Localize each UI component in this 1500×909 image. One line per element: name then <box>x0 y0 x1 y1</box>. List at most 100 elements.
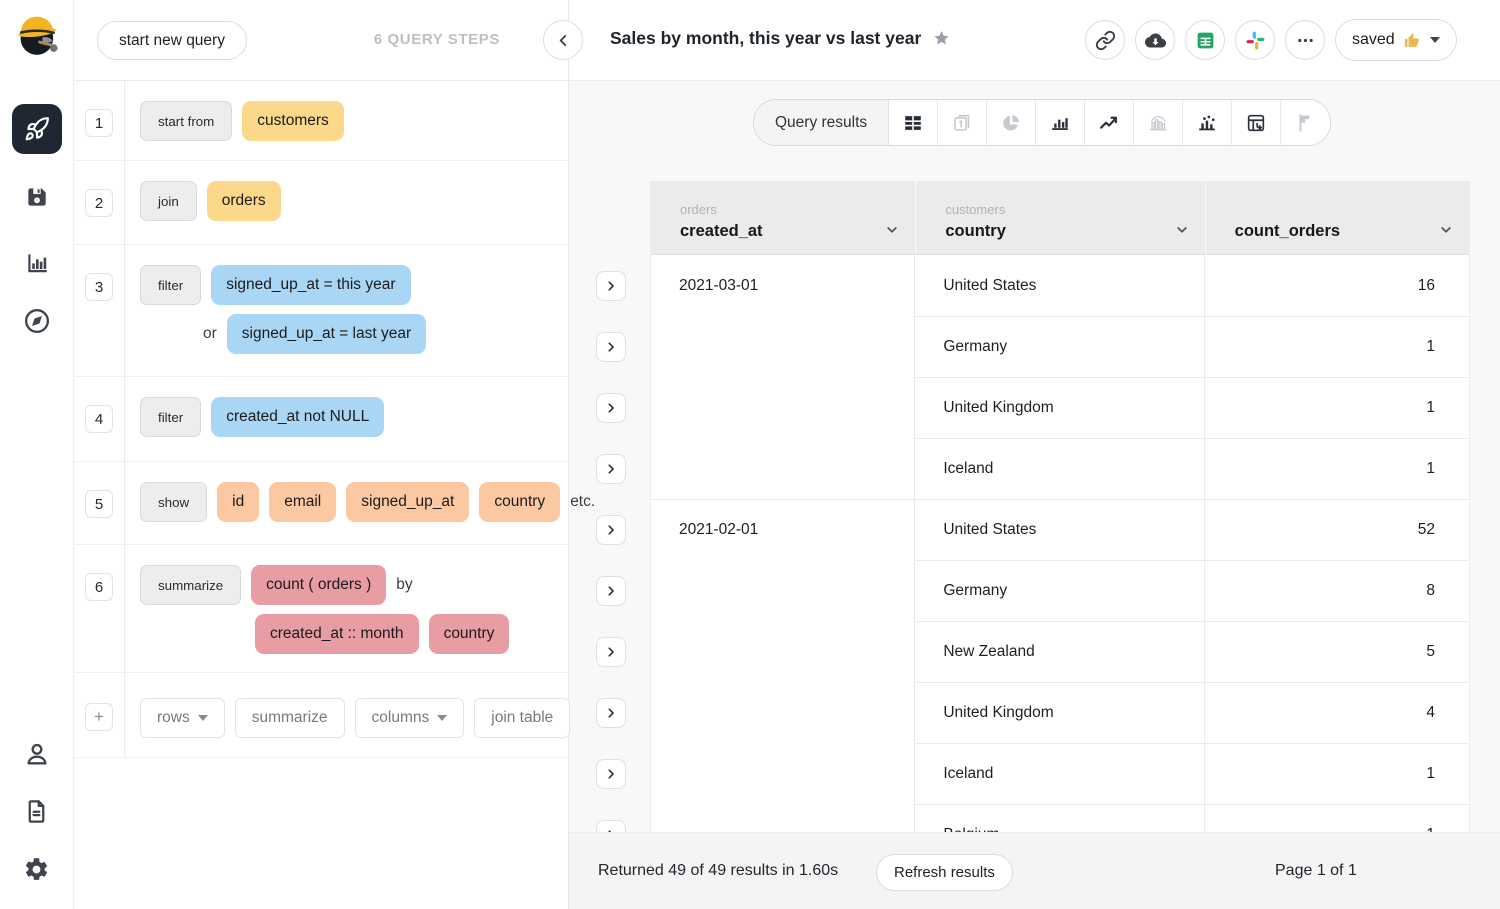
view-tab-line-chart[interactable] <box>1085 100 1135 145</box>
view-tab-flag[interactable] <box>1281 100 1331 145</box>
cell-country[interactable]: United Kingdom <box>915 682 1205 743</box>
query-chip[interactable]: created_at not NULL <box>211 397 385 437</box>
cell-count-orders[interactable]: 1 <box>1204 377 1469 438</box>
cell-created-at[interactable] <box>651 438 916 499</box>
cloud-download-button[interactable] <box>1135 20 1175 60</box>
expand-row-button[interactable] <box>596 514 626 545</box>
nav-settings[interactable] <box>12 844 62 894</box>
collapse-panel-button[interactable] <box>543 20 583 60</box>
expand-row-button[interactable] <box>596 636 626 667</box>
cell-count-orders[interactable]: 1 <box>1204 316 1469 377</box>
cell-created-at[interactable]: 2021-03-01 <box>651 255 916 316</box>
cell-created-at[interactable] <box>651 743 916 804</box>
step-verb-button[interactable]: show <box>140 482 208 522</box>
query-chip[interactable]: orders <box>206 181 281 221</box>
cell-created-at[interactable] <box>651 682 916 743</box>
cell-created-at[interactable] <box>651 316 916 377</box>
query-chip[interactable]: country <box>428 614 510 654</box>
chevron-down-icon[interactable] <box>1175 223 1189 237</box>
cell-count-orders[interactable]: 16 <box>1417 276 1435 294</box>
cell-created-at[interactable] <box>651 804 916 832</box>
expand-row-button[interactable] <box>596 575 626 606</box>
step-verb-button[interactable]: filter <box>140 265 202 305</box>
action-button-join-table[interactable]: join table <box>474 698 571 738</box>
view-tab-combo-chart[interactable] <box>1183 100 1233 145</box>
table-header-row: orders created_at customers country coun… <box>651 181 1469 255</box>
cell-count-orders[interactable]: 8 <box>1204 560 1469 621</box>
cell-count-orders[interactable]: 1 <box>1204 804 1469 832</box>
nav-account[interactable] <box>12 729 62 779</box>
chevron-right-icon <box>604 523 618 537</box>
cell-country[interactable]: United Kingdom <box>915 377 1205 438</box>
expand-row-button[interactable] <box>596 697 626 728</box>
query-chip[interactable]: customers <box>242 101 344 141</box>
star-icon[interactable] <box>932 29 951 48</box>
cell-country[interactable]: Germany <box>915 316 1205 377</box>
link-button[interactable] <box>1085 20 1125 60</box>
view-tab-pivot-table[interactable] <box>1232 100 1282 145</box>
cell-country[interactable]: United States <box>915 499 1205 560</box>
cell-country[interactable]: Belgium <box>915 804 1205 832</box>
nav-saved[interactable] <box>12 172 62 222</box>
query-chip[interactable]: signed_up_at = this year <box>211 265 411 305</box>
action-button-summarize[interactable]: summarize <box>234 698 345 738</box>
cell-count-orders[interactable]: 52 <box>1204 499 1469 560</box>
chevron-down-icon[interactable] <box>885 223 899 237</box>
tab-query-results[interactable]: Query results <box>754 100 890 145</box>
query-chip[interactable]: count ( orders ) <box>251 565 387 605</box>
cell-count-orders[interactable]: 1 <box>1204 438 1469 499</box>
cell-country[interactable]: New Zealand <box>915 621 1205 682</box>
cell-created-at[interactable]: 2021-02-01 <box>651 499 916 560</box>
column-header-count-orders[interactable]: count_orders <box>1204 181 1469 254</box>
expand-row-button[interactable] <box>596 819 626 832</box>
expand-row-button[interactable] <box>596 758 626 789</box>
view-tab-bar-chart[interactable] <box>1036 100 1086 145</box>
column-header-country[interactable]: customers country <box>915 181 1204 254</box>
nav-explore[interactable] <box>12 296 62 346</box>
cell-country[interactable]: Iceland <box>915 438 1205 499</box>
query-chip[interactable]: created_at :: month <box>255 614 419 654</box>
cell-country[interactable]: Germany <box>915 560 1205 621</box>
cell-count-orders[interactable]: 1 <box>1204 743 1469 804</box>
query-chip[interactable]: id <box>217 482 260 522</box>
slack-button[interactable] <box>1235 20 1275 60</box>
saved-status-button[interactable]: saved <box>1335 19 1457 61</box>
nav-charts[interactable] <box>12 238 62 288</box>
expand-row-button[interactable] <box>596 453 626 484</box>
step-verb-button[interactable]: summarize <box>140 565 242 605</box>
view-tab-number-card[interactable] <box>938 100 988 145</box>
view-tab-pie-chart[interactable] <box>987 100 1037 145</box>
cell-created-at[interactable] <box>651 621 916 682</box>
query-chip[interactable]: email <box>269 482 337 522</box>
add-step-button[interactable]: + <box>85 703 113 731</box>
more-button[interactable] <box>1285 20 1325 60</box>
column-header-created-at[interactable]: orders created_at <box>651 181 915 254</box>
digger-mascot-logo <box>11 7 65 61</box>
expand-row-button[interactable] <box>596 331 626 362</box>
cell-created-at[interactable] <box>651 377 916 438</box>
step-verb-button[interactable]: join <box>140 181 197 221</box>
cell-created-at[interactable] <box>651 560 916 621</box>
query-chip[interactable]: country <box>479 482 561 522</box>
cell-count-orders[interactable]: 4 <box>1204 682 1469 743</box>
chevron-down-icon[interactable] <box>1439 223 1453 237</box>
step-verb-button[interactable]: filter <box>140 397 202 437</box>
spreadsheet-button[interactable] <box>1185 20 1225 60</box>
action-button-rows[interactable]: rows <box>140 698 225 738</box>
cell-count-orders[interactable]: 5 <box>1204 621 1469 682</box>
step-verb-button[interactable]: start from <box>140 101 233 141</box>
view-tab-table[interactable] <box>889 100 939 145</box>
query-chip[interactable]: signed_up_at <box>346 482 470 522</box>
nav-docs[interactable] <box>12 786 62 836</box>
nav-rocket[interactable] <box>11 104 62 154</box>
refresh-results-button[interactable]: Refresh results <box>876 854 1013 891</box>
cell-country[interactable]: Iceland <box>915 743 1205 804</box>
view-tab-histogram[interactable] <box>1134 100 1184 145</box>
histogram-icon <box>1147 112 1169 134</box>
expand-row-button[interactable] <box>596 392 626 423</box>
expand-row-button[interactable] <box>596 270 626 301</box>
start-new-query-button[interactable]: start new query <box>97 21 247 60</box>
query-chip[interactable]: signed_up_at = last year <box>226 314 427 354</box>
action-button-columns[interactable]: columns <box>354 698 465 738</box>
cell-country[interactable]: United States <box>915 255 1205 316</box>
